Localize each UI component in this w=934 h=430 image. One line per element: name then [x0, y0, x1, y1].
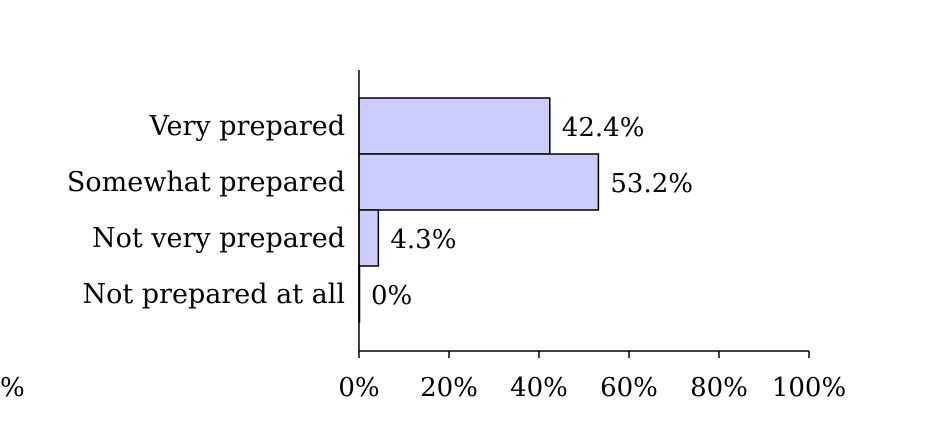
x-tick-label-100: 100% [772, 373, 846, 403]
category-label-not-very-prepared: Not very prepared [92, 223, 345, 254]
value-label-not-prepared-at-all: 0% [371, 281, 412, 311]
bar-somewhat-prepared [358, 153, 600, 211]
value-label-not-very-prepared: 4.3% [390, 225, 456, 255]
value-label-somewhat-prepared: 53.2% [610, 169, 693, 199]
value-labels: 42.4% 53.2% 4.3% 0% [371, 113, 693, 311]
bar-not-very-prepared [358, 209, 380, 267]
category-label-not-prepared-at-all: Not prepared at all [82, 279, 345, 310]
partial-tick-label: % [0, 373, 25, 403]
x-tick-label-20: 20% [420, 373, 478, 403]
x-tick-label-40: 40% [510, 373, 568, 403]
category-label-somewhat-prepared: Somewhat prepared [67, 167, 345, 198]
x-ticks [358, 351, 810, 358]
x-tick-labels: 0% 20% 40% 60% 80% 100% [338, 373, 846, 403]
bar-very-prepared [358, 97, 551, 155]
x-tick-label-0: 0% [338, 373, 379, 403]
x-tick-label-60: 60% [600, 373, 658, 403]
category-labels: Very prepared Somewhat prepared Not very p… [67, 111, 345, 310]
category-label-very-prepared: Very prepared [149, 111, 345, 142]
value-label-very-prepared: 42.4% [562, 113, 645, 143]
x-tick-label-80: 80% [690, 373, 748, 403]
